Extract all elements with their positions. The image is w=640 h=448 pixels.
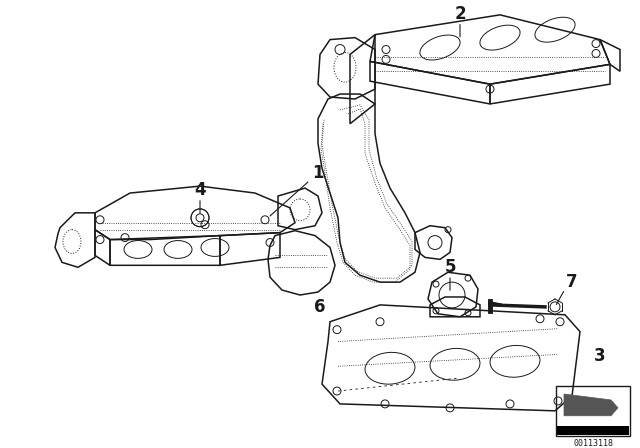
Text: 4: 4	[194, 181, 206, 199]
Text: 3: 3	[594, 347, 606, 366]
Polygon shape	[564, 394, 618, 416]
Text: 2: 2	[454, 5, 466, 23]
Text: 6: 6	[314, 298, 326, 316]
Bar	[556, 386, 630, 435]
Text: 5: 5	[444, 258, 456, 276]
Text: 1: 1	[312, 164, 324, 182]
Polygon shape	[557, 426, 629, 435]
Text: 7: 7	[566, 273, 578, 291]
Text: 00113118: 00113118	[573, 439, 613, 448]
